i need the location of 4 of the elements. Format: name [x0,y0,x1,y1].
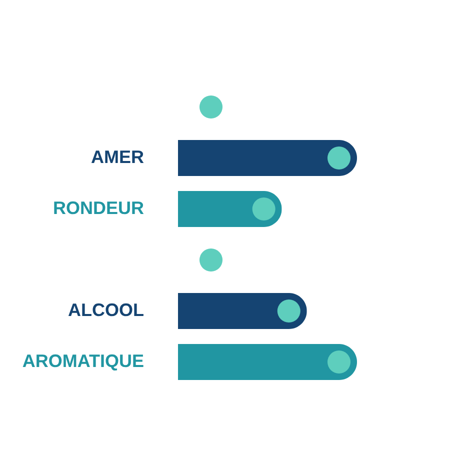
y-tick-label: AROMATIQUE [22,351,144,371]
y-tick-label: ALCOOL [68,300,144,320]
y-tick-label: RONDEUR [52,198,144,218]
y-tick-label: AMER [91,147,144,167]
